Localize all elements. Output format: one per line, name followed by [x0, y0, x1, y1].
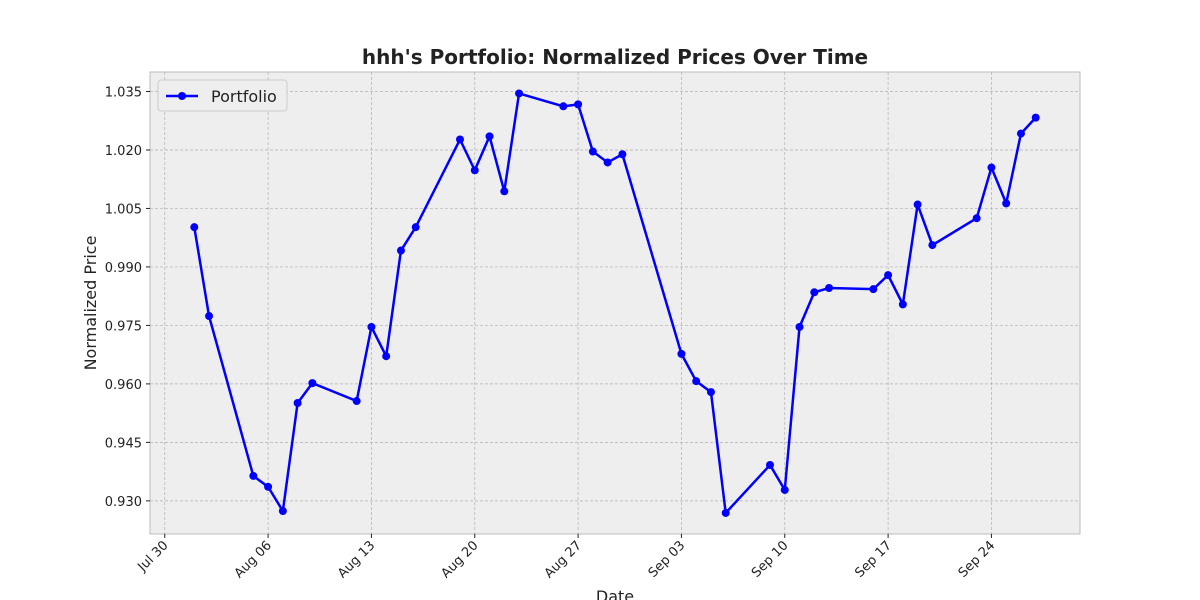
point: [677, 349, 686, 358]
point: [795, 322, 804, 331]
point: [780, 485, 789, 494]
plot-area: [149, 71, 1081, 535]
legend-label: Portfolio: [211, 87, 277, 106]
x-tick-label: Sep 17: [852, 538, 895, 581]
point: [264, 482, 273, 491]
point: [987, 163, 996, 172]
x-tick-label: Sep 10: [749, 538, 792, 581]
y-tick-label: 1.005: [105, 202, 142, 217]
point: [972, 214, 981, 223]
point: [352, 397, 361, 406]
point: [721, 508, 730, 517]
point: [249, 471, 258, 480]
point: [618, 150, 627, 159]
point: [293, 399, 302, 408]
point: [308, 379, 317, 388]
point: [205, 312, 214, 321]
y-tick-label: 1.020: [105, 144, 142, 159]
point: [706, 388, 715, 397]
point: [884, 271, 893, 280]
point: [574, 100, 583, 109]
x-tick-label: Aug 06: [232, 538, 275, 581]
x-tick-label: Jul 30: [135, 538, 172, 575]
y-tick-label: 0.930: [105, 495, 142, 510]
point: [500, 187, 509, 196]
y-axis-label: Normalized Price: [81, 236, 100, 371]
x-axis-label: Date: [596, 587, 634, 600]
point: [485, 132, 494, 141]
legend-marker: [178, 92, 186, 100]
chart-title: hhh's Portfolio: Normalized Prices Over …: [362, 45, 868, 69]
point: [470, 166, 479, 175]
point: [515, 89, 524, 98]
x-tick-label: Aug 20: [438, 538, 481, 581]
y-tick-label: 1.035: [105, 85, 142, 100]
point: [382, 352, 391, 361]
x-tick-label: Aug 27: [542, 538, 585, 581]
point: [1016, 129, 1025, 138]
x-tick-label: Sep 24: [956, 538, 999, 581]
point: [588, 147, 597, 156]
point: [898, 300, 907, 309]
point: [190, 223, 199, 232]
point: [692, 377, 701, 386]
x-tick-label: Aug 13: [335, 538, 378, 581]
y-tick-label: 0.945: [105, 436, 142, 451]
point: [456, 135, 464, 144]
point: [603, 158, 612, 167]
point: [810, 288, 819, 297]
point: [869, 285, 878, 294]
point: [278, 506, 287, 515]
point: [559, 102, 568, 111]
x-tick-label: Sep 03: [646, 538, 689, 581]
point: [396, 246, 405, 255]
point: [367, 322, 376, 331]
point: [411, 223, 420, 232]
point: [913, 200, 922, 209]
y-tick-label: 0.975: [105, 319, 142, 334]
y-tick-label: 0.990: [105, 261, 142, 276]
point: [928, 241, 937, 250]
point: [1002, 199, 1011, 208]
point: [1031, 113, 1040, 122]
y-tick-label: 0.960: [105, 378, 142, 393]
point: [825, 283, 834, 292]
point: [766, 460, 774, 469]
legend-box: [157, 79, 288, 112]
